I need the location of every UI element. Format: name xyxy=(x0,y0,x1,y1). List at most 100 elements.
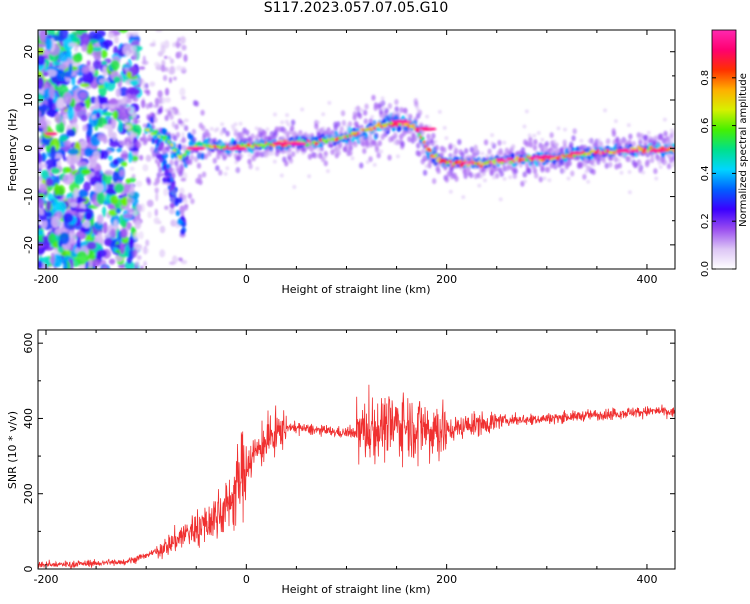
spectrogram-cell xyxy=(132,248,138,258)
spectrogram-cell xyxy=(127,202,132,207)
spectrogram-cell xyxy=(372,162,377,167)
spectrogram-cell xyxy=(427,124,432,129)
spectrogram-cell xyxy=(131,173,136,179)
spectrogram-cell xyxy=(272,159,277,164)
spectrogram-cell xyxy=(58,52,69,63)
spectrogram-cell xyxy=(49,85,55,99)
spectrogram-cell xyxy=(201,171,207,178)
spectrogram-cell xyxy=(96,116,108,128)
spectrogram-cell xyxy=(586,179,591,184)
spectrogram-cell xyxy=(307,141,312,146)
spectrogram-cell xyxy=(116,147,123,153)
spectrogram-cell xyxy=(128,187,135,197)
spectrogram-cell xyxy=(91,114,97,120)
spectrogram-cell xyxy=(645,158,651,165)
spectrogram-cell xyxy=(272,112,277,117)
spectrogram-cell xyxy=(645,150,650,155)
spectrogram-cell xyxy=(325,169,330,174)
spectrogram-cell xyxy=(466,154,471,159)
spectrogram-cell xyxy=(47,193,53,201)
spectrogram-cell xyxy=(523,179,528,184)
spectrogram-hotspot xyxy=(44,132,58,136)
spectrogram-cell xyxy=(653,136,658,141)
spectrogram-cell xyxy=(359,108,364,113)
spectrogram-cell xyxy=(103,124,114,130)
spectrogram-cell xyxy=(133,231,139,241)
spectrogram-cell xyxy=(359,162,364,169)
spectrogram-cell xyxy=(285,138,290,143)
spectrogram-y-tick-label: 0 xyxy=(22,145,35,152)
spectrogram-cell xyxy=(312,152,318,159)
spectrogram-cell xyxy=(554,147,559,152)
spectrogram-cell xyxy=(332,133,337,138)
spectrogram-cell xyxy=(223,151,228,156)
spectrogram-cell xyxy=(394,106,399,113)
spectrogram-cell xyxy=(284,149,289,154)
spectrogram-cell xyxy=(444,176,450,183)
spectrogram-cell xyxy=(461,195,466,200)
spectrogram-cell xyxy=(220,151,225,156)
spectrogram-cell xyxy=(326,136,331,141)
spectrogram-cell xyxy=(346,127,351,132)
spectrogram-cell xyxy=(132,30,139,37)
spectrogram-cell xyxy=(62,37,74,51)
spectrogram-cell xyxy=(102,136,108,144)
spectrogram-cell xyxy=(181,144,186,151)
spectrogram-cell xyxy=(371,94,376,101)
spectrogram-cell xyxy=(107,32,115,39)
spectrogram-cell xyxy=(532,133,537,138)
spectrogram-cell xyxy=(104,169,114,176)
spectrogram-cell xyxy=(534,157,539,162)
spectrogram-cell xyxy=(136,255,142,261)
spectrogram-cell xyxy=(524,109,529,114)
spectrogram-cell xyxy=(567,148,572,153)
spectrogram-cell xyxy=(223,171,228,176)
spectrogram-cell xyxy=(85,211,93,221)
spectrogram-cell xyxy=(584,169,589,174)
spectrogram-cell xyxy=(38,241,46,256)
spectrogram-cell xyxy=(193,156,199,163)
spectrogram-cell xyxy=(462,166,468,173)
spectrogram-cell xyxy=(176,218,182,225)
spectrogram-cell xyxy=(75,208,87,213)
spectrogram-cell xyxy=(631,140,637,147)
spectrogram-cell xyxy=(138,154,144,161)
spectrogram-cell xyxy=(40,138,48,144)
spectrogram-cell xyxy=(559,155,564,160)
spectrogram-cell xyxy=(179,258,183,262)
spectrogram-cell xyxy=(571,135,576,142)
spectrogram-cell xyxy=(57,37,65,42)
spectrogram-cell xyxy=(426,133,431,140)
colorbar-tick-label: 0.0 xyxy=(700,261,711,277)
spectrogram-cell xyxy=(377,122,381,126)
spectrogram-cell xyxy=(295,132,300,137)
spectrogram-cell xyxy=(163,55,168,60)
spectrogram-cell xyxy=(151,137,156,144)
spectrogram-cell xyxy=(41,218,48,229)
spectrogram-cell xyxy=(139,136,145,142)
spectrogram-cell xyxy=(394,98,399,105)
spectrogram-cell xyxy=(164,87,170,96)
spectrogram-cell xyxy=(87,123,93,137)
spectrogram-x-tick-label: 0 xyxy=(243,273,250,286)
spectrogram-cell xyxy=(240,143,245,147)
snr-y-axis-label: SNR (10 * v/v) xyxy=(6,411,19,489)
spectrogram-cell xyxy=(627,190,632,195)
spectrogram-cell xyxy=(444,136,449,141)
spectrogram-cell xyxy=(528,141,534,148)
spectrogram-cell xyxy=(38,54,46,66)
spectrogram-cell xyxy=(600,145,605,150)
spectrogram-cell xyxy=(164,114,169,121)
spectrogram-cell xyxy=(86,60,91,67)
spectrogram-cell xyxy=(527,133,532,138)
spectrogram-cell xyxy=(656,155,661,162)
spectrogram-cell xyxy=(487,148,492,155)
spectrogram-cell xyxy=(498,149,504,156)
spectrogram-cell xyxy=(128,130,134,135)
spectrogram-cell xyxy=(387,102,393,109)
spectrogram-cell xyxy=(94,96,99,110)
spectrogram-cell xyxy=(45,158,58,170)
spectrogram-cell xyxy=(336,121,341,128)
spectrogram-cell xyxy=(665,153,670,158)
spectrogram-cell xyxy=(368,118,374,125)
